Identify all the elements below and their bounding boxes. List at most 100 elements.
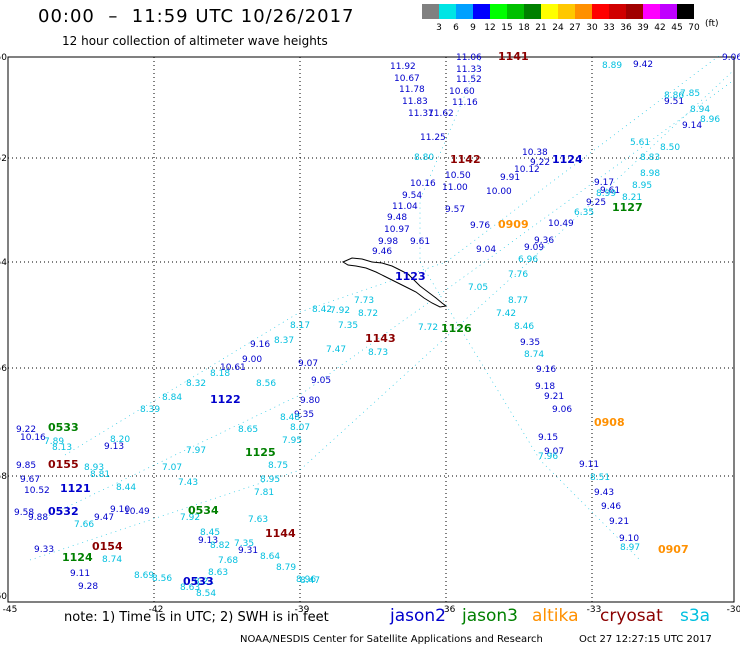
color-scale-unit: (ft)	[705, 19, 719, 29]
wave-height-value: 8.63	[208, 568, 228, 578]
color-swatch	[643, 4, 660, 19]
wave-height-value: 9.28	[78, 582, 98, 592]
wave-height-value: 9.09	[524, 243, 544, 253]
pass-time-label: 1124	[552, 153, 583, 166]
wave-height-value: 8.64	[260, 552, 280, 562]
wave-height-value: 9.58	[14, 508, 34, 518]
wave-height-value: 7.95	[282, 436, 302, 446]
latitude-label: -58	[0, 472, 7, 482]
pass-time-label: 1125	[245, 446, 276, 459]
wave-height-value: 9.11	[579, 460, 599, 470]
wave-height-value: 8.46	[514, 322, 534, 332]
wave-height-value: 10.49	[124, 507, 150, 517]
wave-height-value: 9.48	[387, 213, 407, 223]
wave-height-value: 9.16	[250, 340, 270, 350]
latitude-label: -52	[0, 154, 7, 164]
longitude-label: -39	[295, 605, 310, 615]
color-swatch-label: 70	[688, 23, 700, 33]
wave-height-value: 10.16	[20, 433, 46, 443]
wave-height-value: 8.20	[110, 435, 130, 445]
wave-height-value: 9.46	[601, 502, 621, 512]
wave-height-value: 9.10	[110, 505, 130, 515]
wave-height-value: 8.13	[52, 443, 72, 453]
wave-height-value: 9.21	[609, 517, 629, 527]
satellite-legend-item: altika	[532, 606, 579, 626]
color-swatch-label: 33	[603, 23, 615, 33]
wave-height-value: 8.69	[134, 571, 154, 581]
wave-height-value: 9.10	[619, 534, 639, 544]
map-frame	[7, 56, 735, 603]
pass-time-label: 1142	[450, 153, 481, 166]
wave-height-value: 9.33	[34, 545, 54, 555]
color-swatch-label: 6	[453, 23, 459, 33]
wave-height-value: 8.75	[268, 461, 288, 471]
longitude-label: -33	[587, 605, 602, 615]
wave-height-value: 9.43	[594, 488, 614, 498]
wave-height-value: 9.51	[664, 97, 684, 107]
pass-time-label: 0532	[48, 505, 79, 518]
wave-height-value: 9.80	[300, 396, 320, 406]
wave-height-value: 7.72	[418, 323, 438, 333]
color-swatch	[575, 4, 592, 19]
wave-height-value: 7.05	[468, 283, 488, 293]
wave-height-value: 8.37	[274, 336, 294, 346]
wave-height-value: 8.17	[290, 321, 310, 331]
wave-height-value: 9.98	[378, 237, 398, 247]
wave-height-value: 9.42	[633, 60, 653, 70]
color-swatch	[473, 4, 490, 19]
wave-height-value: 9.11	[70, 569, 90, 579]
wave-height-value: 8.56	[152, 574, 172, 584]
wave-height-value: 7.85	[680, 89, 700, 99]
pass-time-label: 0155	[48, 458, 79, 471]
wave-height-value: 8.95	[632, 181, 652, 191]
color-swatch	[439, 4, 456, 19]
wave-height-value: 10.61	[220, 363, 246, 373]
wave-height-value: 8.48	[280, 413, 300, 423]
wave-height-value: 8.21	[194, 577, 214, 587]
wave-height-value: 8.93	[84, 463, 104, 473]
wave-height-value: 9.05	[311, 376, 331, 386]
color-swatch-label: 12	[484, 23, 496, 33]
wave-height-value: 10.50	[445, 171, 471, 181]
wave-height-value: 8.86	[664, 91, 684, 101]
color-swatch-label: 42	[654, 23, 666, 33]
wave-height-value: 9.61	[410, 237, 430, 247]
wave-height-value: 9.25	[586, 198, 606, 208]
wave-height-value: 9.22	[530, 158, 550, 168]
latitude-label: -50	[0, 53, 7, 63]
wave-height-value: 7.97	[186, 446, 206, 456]
wave-height-value: 9.85	[16, 461, 36, 471]
satellite-legend-item: jason3	[462, 606, 518, 626]
wave-height-value: 10.12	[514, 165, 540, 175]
wave-height-value: 9.35	[294, 410, 314, 420]
longitude-label: -36	[441, 605, 456, 615]
wave-height-value: 9.22	[16, 425, 36, 435]
wave-height-value: 9.16	[536, 365, 556, 375]
graticule	[8, 57, 734, 602]
axis-labels: -45 -42 -39 -36 -33 -30 -50 -52 -54 -56 -58 -60	[0, 53, 740, 615]
wave-height-value: 9.57	[445, 205, 465, 215]
color-swatch	[541, 4, 558, 19]
wave-height-value: 7.68	[218, 556, 238, 566]
wave-height-value: 8.54	[196, 589, 216, 599]
wave-height-value: 8.80	[414, 153, 434, 163]
wave-height-value: 7.47	[326, 345, 346, 355]
color-swatch-label: 45	[671, 23, 683, 33]
wave-height-value: 8.81	[90, 470, 110, 480]
ground-track	[419, 261, 641, 561]
pass-time-label: 1121	[60, 482, 91, 495]
wave-height-value: 7.42	[496, 309, 516, 319]
wave-height-value: 8.95	[260, 475, 280, 485]
color-swatch-label: 27	[569, 23, 581, 33]
wave-height-value: 8.74	[524, 350, 544, 360]
wave-height-value: 8.73	[368, 348, 388, 358]
ground-track	[419, 59, 481, 262]
wave-height-value: 7.92	[330, 306, 350, 316]
wave-height-value: 9.36	[534, 236, 554, 246]
wave-height-value: 11.25	[420, 133, 446, 143]
longitude-label: -45	[3, 605, 18, 615]
wave-height-value: 7.35	[338, 321, 358, 331]
wave-height-value: 8.51	[590, 473, 610, 483]
wave-height-value: 8.18	[210, 369, 230, 379]
